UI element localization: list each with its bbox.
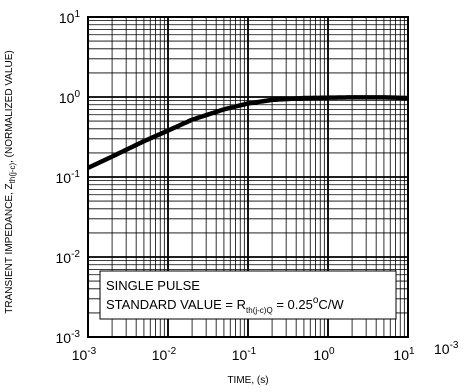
y-tick-label: 10-2 (56, 249, 81, 266)
x-axis-end-label: 10-3 (434, 340, 459, 357)
y-tick-label: 10-3 (56, 329, 81, 346)
x-tick-label: 10-2 (152, 346, 177, 363)
plot-frame (87, 16, 409, 338)
x-tick-label: 10-3 (72, 346, 97, 363)
y-tick-label: 101 (59, 9, 81, 26)
x-tick-label: 101 (393, 346, 415, 363)
y-tick-labels: 10-3 10-2 10-1 100 101 (56, 9, 81, 346)
annotation-line-2: STANDARD VALUE = Rth(j-c)Q = 0.25oC/W (106, 295, 344, 315)
annotation-line-1: SINGLE PULSE (106, 278, 200, 293)
annotation-box (99, 270, 397, 320)
series-line (87, 95, 409, 170)
y-axis-label: TRANSIENT IMPEDANCE, Zth(j-c), (NORMALIZ… (4, 50, 17, 313)
y-tick-label: 10-1 (56, 169, 81, 186)
x-axis-label: TIME, (s) (227, 375, 268, 386)
x-tick-label: 10-1 (232, 346, 257, 363)
y-tick-label: 100 (59, 89, 81, 106)
x-tick-label: 100 (313, 346, 335, 363)
x-tick-labels: 10-3 10-2 10-1 100 101 (72, 346, 415, 363)
